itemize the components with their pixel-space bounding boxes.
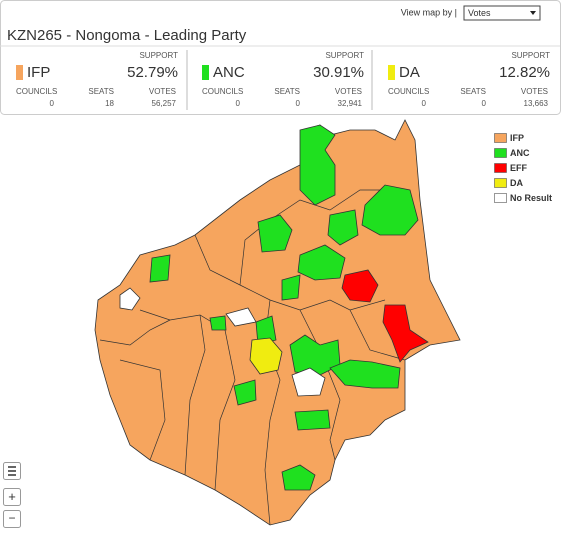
municipality-region[interactable] (294, 409, 331, 431)
legend: IFP ANC EFF DA No Result (494, 133, 552, 203)
councils-value: 0 (50, 99, 55, 108)
zoom-out-button[interactable] (3, 510, 21, 528)
party-name: DA (399, 64, 420, 81)
councils-label: COUNCILS (388, 87, 429, 96)
party-name: IFP (27, 64, 50, 81)
legend-label: EFF (510, 163, 528, 173)
seats-value: 0 (482, 99, 487, 108)
municipality-region[interactable] (327, 209, 359, 246)
view-label: View map by | (401, 7, 457, 17)
councils-value: 0 (422, 99, 427, 108)
municipality-region[interactable] (299, 124, 336, 206)
legend-swatch (494, 193, 507, 203)
support-label: SUPPORT (511, 51, 550, 60)
municipality-region[interactable] (225, 307, 257, 327)
support-value: 12.82% (499, 64, 550, 81)
support-label: SUPPORT (139, 51, 178, 60)
zoom-out[interactable]: − (8, 511, 15, 525)
support-label: SUPPORT (325, 51, 364, 60)
municipality-region[interactable] (281, 274, 301, 301)
municipality-region[interactable] (233, 379, 257, 406)
legend-label: DA (510, 178, 523, 188)
councils-label: COUNCILS (202, 87, 243, 96)
support-value: 52.79% (127, 64, 178, 81)
party-swatch (202, 65, 209, 80)
municipality-region[interactable] (382, 304, 429, 363)
party-summaries: SUPPORT IFP 52.79% COUNCILS SEATS VOTES 0 18 56,… (16, 51, 550, 108)
view-select[interactable] (463, 5, 541, 21)
municipality-region[interactable] (291, 367, 326, 397)
municipality-region[interactable] (329, 359, 401, 389)
councils-value: 0 (236, 99, 241, 108)
ward-boundaries (99, 189, 406, 526)
municipality-region[interactable] (297, 244, 346, 281)
councils-label: COUNCILS (16, 87, 57, 96)
legend-label: No Result (510, 193, 552, 203)
municipality-region[interactable] (361, 184, 419, 236)
legend-swatch (494, 133, 507, 143)
seats-label: SEATS (274, 87, 300, 96)
select-arrow (530, 11, 536, 15)
seats-label: SEATS (460, 87, 486, 96)
votes-value: 56,257 (152, 99, 177, 108)
support-value: 30.91% (313, 64, 364, 81)
votes-label: VOTES (149, 87, 176, 96)
votes-value: 32,941 (338, 99, 363, 108)
seats-label: SEATS (88, 87, 114, 96)
map (94, 119, 461, 526)
zoom-in-button[interactable] (3, 488, 21, 506)
party-name: ANC (213, 64, 245, 81)
zoom-in[interactable]: + (8, 489, 16, 504)
votes-label: VOTES (521, 87, 548, 96)
municipality-region[interactable] (119, 287, 141, 311)
title: KZN265 - Nongoma - Leading Party (7, 27, 247, 44)
municipality-region[interactable] (281, 464, 316, 491)
layers-icon (8, 466, 16, 476)
view-select-value[interactable]: Votes (468, 8, 491, 18)
municipality-region[interactable] (341, 269, 379, 303)
legend-swatch (494, 163, 507, 173)
municipality-region[interactable] (249, 337, 283, 375)
municipality-region[interactable] (209, 315, 227, 331)
party-swatch (16, 65, 23, 80)
municipality-region[interactable] (149, 254, 171, 283)
votes-value: 13,663 (524, 99, 549, 108)
municipality-region[interactable] (255, 315, 277, 346)
legend-swatch (494, 148, 507, 158)
party-swatch (388, 65, 395, 80)
votes-label: VOTES (335, 87, 362, 96)
legend-label: IFP (510, 133, 524, 143)
municipality-region[interactable] (257, 214, 293, 253)
summary-panel (0, 0, 561, 115)
legend-label: ANC (510, 148, 530, 158)
legend-swatch (494, 178, 507, 188)
seats-value: 18 (105, 99, 114, 108)
seats-value: 0 (296, 99, 301, 108)
